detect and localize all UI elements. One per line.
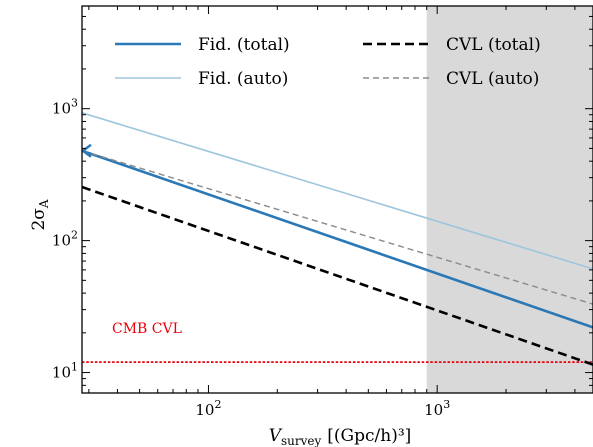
series-lines [82, 112, 593, 366]
x-axis-label: Vsurvey [(Gpc/h)³] [269, 426, 412, 447]
series-line-3 [82, 185, 593, 366]
legend-label-2: Fid. (auto) [198, 69, 288, 89]
x-tick-label: 103 [424, 398, 450, 419]
y-tick-label: 101 [52, 361, 78, 382]
shaded-region [426, 6, 593, 393]
series-line-2 [82, 112, 593, 270]
legend-label-3: CVL (total) [446, 35, 541, 55]
y-tick-label: 103 [52, 97, 78, 118]
axis-ticks: 102 103 101 102 103 [52, 5, 593, 419]
legend-label-4: CVL (auto) [446, 69, 539, 89]
series-line-4 [82, 149, 593, 305]
legend-label-1: Fid. (total) [198, 35, 290, 55]
series-line-1 [82, 149, 593, 329]
legend: Fid. (total) Fid. (auto) CVL (total) CVL (a… [115, 35, 541, 89]
plot-frame [81, 5, 593, 394]
plot-area [81, 5, 593, 394]
x-tick-label: 102 [195, 398, 221, 419]
series-start-arrow [81, 143, 92, 158]
cmb-cvl-label: CMB CVL [112, 321, 182, 337]
y-axis-label: 2σA [29, 199, 51, 230]
y-tick-label: 102 [52, 229, 78, 250]
